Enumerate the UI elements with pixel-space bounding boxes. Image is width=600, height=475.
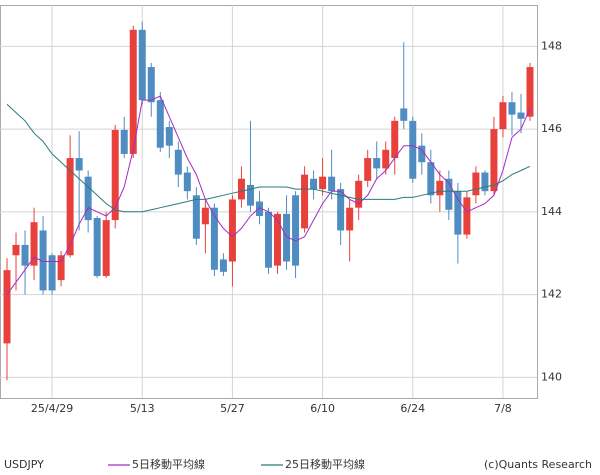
candle-body xyxy=(30,222,38,266)
candle-body xyxy=(210,207,218,270)
candle-body xyxy=(454,191,462,235)
candle-body xyxy=(409,120,417,179)
candle-body xyxy=(48,255,56,291)
candle-body xyxy=(201,207,209,225)
candle-body xyxy=(436,180,444,196)
legend-label: 5日移動平均線 xyxy=(132,457,205,471)
credit: (c)Quants Research xyxy=(484,458,592,471)
candle-body xyxy=(508,102,516,115)
candle-body xyxy=(66,158,74,256)
candle-body xyxy=(517,112,525,119)
candle-body xyxy=(156,100,164,148)
y-tick-label: 144 xyxy=(541,205,562,218)
candle-body xyxy=(57,255,65,281)
candle-body xyxy=(355,180,363,208)
candle-body xyxy=(328,176,336,192)
candle-body xyxy=(174,149,182,175)
candle-body xyxy=(265,211,272,268)
candle-body xyxy=(237,178,245,200)
candle-body xyxy=(246,184,254,206)
chart-title: USDJPY xyxy=(4,458,44,471)
x-tick-label: 5/13 xyxy=(130,402,155,415)
candle-body xyxy=(301,174,309,229)
candle-body xyxy=(274,213,282,266)
x-tick-label: 5/27 xyxy=(220,402,245,415)
x-tick-label: 7/8 xyxy=(494,402,512,415)
candle-body xyxy=(490,129,498,192)
x-tick-label: 25/4/29 xyxy=(31,402,73,415)
candle-body xyxy=(21,244,29,266)
y-tick-label: 146 xyxy=(541,122,562,135)
y-tick-label: 140 xyxy=(541,370,562,383)
candle-body xyxy=(93,218,101,276)
x-tick-label: 6/10 xyxy=(310,402,335,415)
candle-body xyxy=(382,149,390,169)
candle-body xyxy=(418,145,426,163)
candle-body xyxy=(292,195,300,266)
candle-body xyxy=(400,108,408,121)
candle-body xyxy=(427,162,435,196)
candle-body xyxy=(337,189,345,231)
candle-body xyxy=(310,178,318,190)
candle-body xyxy=(3,270,11,344)
candle-body xyxy=(129,29,137,154)
candle-body xyxy=(481,172,489,192)
x-tick-label: 6/24 xyxy=(400,402,425,415)
candle-body xyxy=(472,172,480,196)
candle-body xyxy=(147,67,155,103)
candle-body xyxy=(75,158,83,171)
candle-body xyxy=(120,129,128,154)
candle-body xyxy=(84,176,92,221)
candle-body xyxy=(111,129,119,221)
candle-body xyxy=(39,230,47,291)
candle-body xyxy=(183,172,191,192)
candle-body xyxy=(165,127,173,146)
moving-average-line xyxy=(6,95,531,295)
candle-body xyxy=(364,158,372,181)
candle-body xyxy=(445,178,453,210)
candle-body xyxy=(373,158,381,169)
candle-body xyxy=(526,67,534,117)
candle-body xyxy=(138,29,146,101)
candle-body xyxy=(228,199,236,262)
y-tick-label: 142 xyxy=(541,288,562,301)
candle-body xyxy=(255,201,263,216)
candle-body xyxy=(192,195,200,239)
y-tick-label: 148 xyxy=(541,39,562,52)
candle-body xyxy=(219,259,227,272)
candle-body xyxy=(463,197,471,235)
candle-body xyxy=(499,102,507,130)
candle-body xyxy=(346,207,354,231)
candle-body xyxy=(283,213,291,262)
candle-body xyxy=(319,176,327,190)
candle-body xyxy=(12,244,20,256)
moving-average-line xyxy=(6,103,531,213)
legend-label: 25日移動平均線 xyxy=(285,457,365,471)
candle-body xyxy=(391,120,399,159)
candle-body xyxy=(102,220,110,276)
